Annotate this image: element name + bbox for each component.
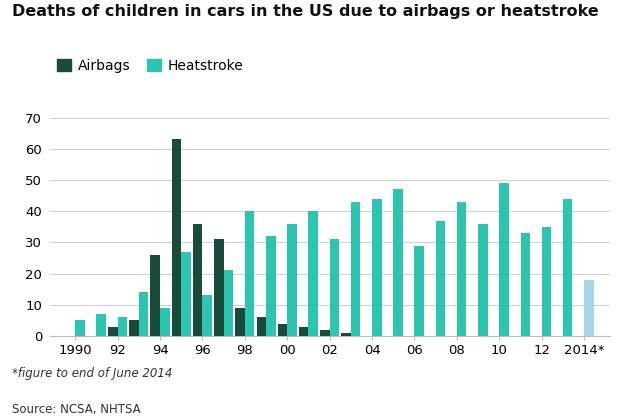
Bar — [202, 295, 212, 336]
Legend: Airbags, Heatstroke: Airbags, Heatstroke — [57, 59, 243, 73]
Bar — [499, 183, 509, 336]
Bar — [266, 236, 276, 336]
Bar — [214, 239, 224, 336]
Bar — [172, 139, 181, 336]
Bar — [139, 292, 149, 336]
Text: *figure to end of June 2014: *figure to end of June 2014 — [12, 367, 173, 380]
Bar — [108, 327, 118, 336]
Bar — [160, 308, 170, 336]
Bar — [542, 227, 551, 336]
Bar — [245, 211, 254, 336]
Bar — [351, 202, 360, 336]
Bar — [393, 189, 403, 336]
Text: Source: NCSA, NHTSA: Source: NCSA, NHTSA — [12, 403, 141, 416]
Bar — [320, 330, 330, 336]
Bar — [299, 327, 309, 336]
Bar — [584, 280, 593, 336]
Bar — [435, 220, 445, 336]
Bar — [193, 224, 202, 336]
Bar — [414, 246, 424, 336]
Bar — [341, 333, 351, 336]
Text: Deaths of children in cars in the US due to airbags or heatstroke: Deaths of children in cars in the US due… — [12, 4, 599, 19]
Bar — [521, 233, 530, 336]
Bar — [118, 317, 127, 336]
Bar — [330, 239, 339, 336]
Bar — [235, 308, 245, 336]
Bar — [287, 224, 297, 336]
Bar — [277, 323, 287, 336]
Bar — [75, 320, 85, 336]
Bar — [224, 270, 233, 336]
Bar — [96, 314, 106, 336]
Bar — [309, 211, 318, 336]
Bar — [181, 252, 191, 336]
Bar — [478, 224, 488, 336]
Bar — [151, 255, 160, 336]
Bar — [256, 317, 266, 336]
Bar — [457, 202, 466, 336]
Bar — [563, 199, 572, 336]
Bar — [372, 199, 382, 336]
Bar — [129, 320, 139, 336]
